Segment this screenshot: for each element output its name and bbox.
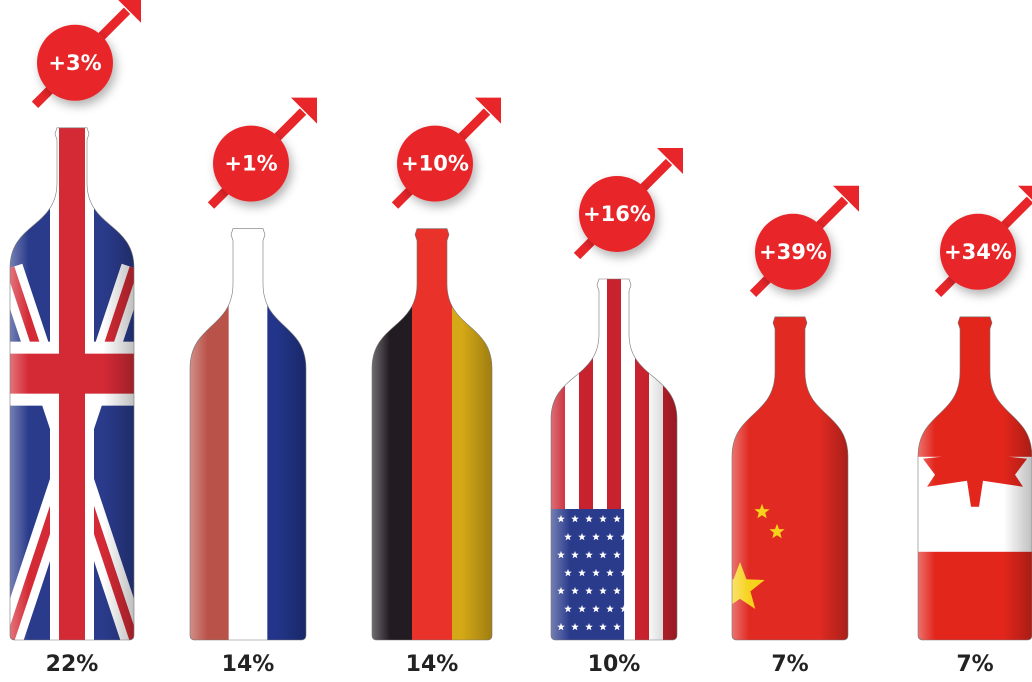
share-label: 22% <box>46 652 99 677</box>
share-label: 10% <box>588 652 641 677</box>
badge <box>213 125 289 202</box>
badge-arrowhead <box>657 148 683 174</box>
growth-label: +10% <box>401 152 469 176</box>
badge <box>579 176 655 252</box>
bottle <box>189 228 307 641</box>
share-label: 7% <box>956 652 993 677</box>
badge <box>397 125 473 202</box>
flag <box>606 641 614 648</box>
badge <box>37 24 113 101</box>
badge-arrowhead <box>475 97 501 124</box>
badge-arrowhead <box>118 0 141 23</box>
bottle <box>9 127 135 641</box>
flag <box>564 641 572 648</box>
badge-arrowhead <box>291 97 317 124</box>
growth-label: +1% <box>224 152 277 176</box>
badge <box>940 213 1016 290</box>
bottle <box>917 316 1032 641</box>
growth-label: +34% <box>944 240 1012 264</box>
badge-arrowhead <box>833 185 859 212</box>
growth-label: +3% <box>48 51 101 75</box>
share-label: 7% <box>771 652 808 677</box>
bottle <box>371 228 493 641</box>
badge-arrowhead <box>1018 185 1032 200</box>
growth-label: +16% <box>583 202 651 226</box>
share-label: 14% <box>406 652 459 677</box>
growth-label: +39% <box>759 240 827 264</box>
flag <box>592 641 600 648</box>
bottle <box>550 278 678 641</box>
badge <box>755 213 831 290</box>
share-label: 14% <box>222 652 275 677</box>
flag <box>620 641 628 648</box>
bottle <box>731 316 849 641</box>
flag <box>578 641 586 648</box>
